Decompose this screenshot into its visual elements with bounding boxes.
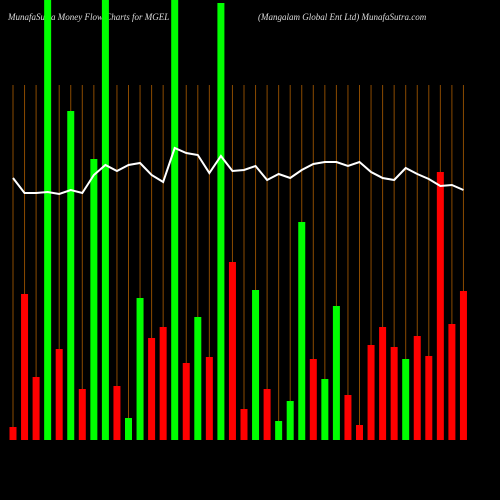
bar <box>356 425 363 440</box>
bar <box>367 345 375 440</box>
bar <box>148 338 156 440</box>
bar <box>205 357 213 440</box>
bar <box>344 395 352 440</box>
bar <box>159 327 167 440</box>
bar <box>321 379 329 440</box>
bar <box>21 294 29 440</box>
bar <box>413 336 421 440</box>
chart-title: MunafaSutra Money Flow Charts for MGEL <box>7 12 169 22</box>
bar <box>101 0 109 440</box>
bar <box>332 306 340 440</box>
bar <box>436 172 444 440</box>
price-line <box>12 146 464 196</box>
bar <box>171 0 179 440</box>
bar <box>275 421 283 440</box>
bar <box>55 349 63 440</box>
bar <box>78 389 86 440</box>
bar <box>182 363 190 440</box>
bar <box>459 291 467 440</box>
bar <box>217 3 225 440</box>
bar <box>32 377 40 440</box>
bar <box>263 389 271 440</box>
bar <box>402 359 410 440</box>
bar <box>390 347 398 440</box>
bar <box>298 222 306 440</box>
bar <box>425 356 433 440</box>
bar <box>67 111 75 440</box>
bar <box>240 409 248 440</box>
chart-subtitle: (Mangalam Global Ent Ltd) MunafaSutra.co… <box>258 12 427 22</box>
bar <box>228 262 236 440</box>
bar <box>125 418 132 440</box>
bar <box>252 290 260 440</box>
bar <box>9 427 17 440</box>
bar <box>136 298 144 440</box>
bar <box>286 401 294 440</box>
bar <box>44 0 52 440</box>
bar <box>194 317 202 440</box>
bar <box>113 386 121 440</box>
bar <box>90 159 98 440</box>
bar <box>309 359 317 440</box>
bar <box>379 327 387 440</box>
bar <box>448 324 456 440</box>
